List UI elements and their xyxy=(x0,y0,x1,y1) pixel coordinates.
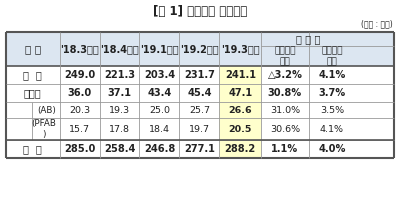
Text: 19.7: 19.7 xyxy=(189,125,210,134)
Bar xyxy=(6,32,394,66)
Text: 증 감 률: 증 감 률 xyxy=(296,34,320,44)
Text: 1.1%: 1.1% xyxy=(271,144,298,154)
Text: 직전분기
대비: 직전분기 대비 xyxy=(321,46,343,66)
Text: 합  계: 합 계 xyxy=(23,144,42,154)
Text: 36.0: 36.0 xyxy=(68,88,92,98)
Text: (PFAB
): (PFAB ) xyxy=(32,119,56,139)
Text: 4.1%: 4.1% xyxy=(318,70,346,80)
Text: 277.1: 277.1 xyxy=(184,144,215,154)
Bar xyxy=(219,66,261,84)
Text: 15.7: 15.7 xyxy=(69,125,90,134)
Text: 17.8: 17.8 xyxy=(109,125,130,134)
Text: '19.2분기: '19.2분기 xyxy=(180,44,219,54)
Bar xyxy=(219,102,261,118)
Text: 20.5: 20.5 xyxy=(229,125,252,134)
Text: 19.3: 19.3 xyxy=(109,106,130,114)
Text: 3.5%: 3.5% xyxy=(320,106,344,114)
Text: 258.4: 258.4 xyxy=(104,144,135,154)
Text: 18.4: 18.4 xyxy=(149,125,170,134)
Text: 구 분: 구 분 xyxy=(25,44,41,54)
Text: 3.7%: 3.7% xyxy=(318,88,346,98)
Text: '19.1분기: '19.1분기 xyxy=(140,44,179,54)
Text: 유동화: 유동화 xyxy=(24,88,42,98)
Text: 37.1: 37.1 xyxy=(108,88,132,98)
Text: 203.4: 203.4 xyxy=(144,70,175,80)
Bar xyxy=(219,140,261,158)
Text: [표 1] 단기사채 발행현황: [표 1] 단기사채 발행현황 xyxy=(153,4,247,17)
Bar xyxy=(219,84,261,102)
Text: 30.6%: 30.6% xyxy=(270,125,300,134)
Text: 47.1: 47.1 xyxy=(228,88,252,98)
Text: 285.0: 285.0 xyxy=(64,144,95,154)
Text: 26.6: 26.6 xyxy=(228,106,252,114)
Text: 221.3: 221.3 xyxy=(104,70,135,80)
Text: 43.4: 43.4 xyxy=(147,88,172,98)
Text: 249.0: 249.0 xyxy=(64,70,95,80)
Text: 20.3: 20.3 xyxy=(69,106,90,114)
Text: 일  반: 일 반 xyxy=(23,70,42,80)
Text: 30.8%: 30.8% xyxy=(268,88,302,98)
Text: 25.0: 25.0 xyxy=(149,106,170,114)
Text: 전년동기
대비: 전년동기 대비 xyxy=(274,46,296,66)
Text: 246.8: 246.8 xyxy=(144,144,175,154)
Text: '18.4분기: '18.4분기 xyxy=(100,44,139,54)
Text: 31.0%: 31.0% xyxy=(270,106,300,114)
Bar xyxy=(219,118,261,140)
Text: 241.1: 241.1 xyxy=(225,70,256,80)
Text: △3.2%: △3.2% xyxy=(268,70,302,80)
Text: '18.3분기: '18.3분기 xyxy=(60,44,99,54)
Text: '19.3분기: '19.3분기 xyxy=(221,44,260,54)
Text: 231.7: 231.7 xyxy=(184,70,215,80)
Text: 45.4: 45.4 xyxy=(187,88,212,98)
Text: 288.2: 288.2 xyxy=(225,144,256,154)
Text: (AB): (AB) xyxy=(38,106,56,114)
Text: 4.1%: 4.1% xyxy=(320,125,344,134)
Text: (단위 : 조원): (단위 : 조원) xyxy=(361,19,393,28)
Text: 4.0%: 4.0% xyxy=(318,144,346,154)
Text: 25.7: 25.7 xyxy=(189,106,210,114)
